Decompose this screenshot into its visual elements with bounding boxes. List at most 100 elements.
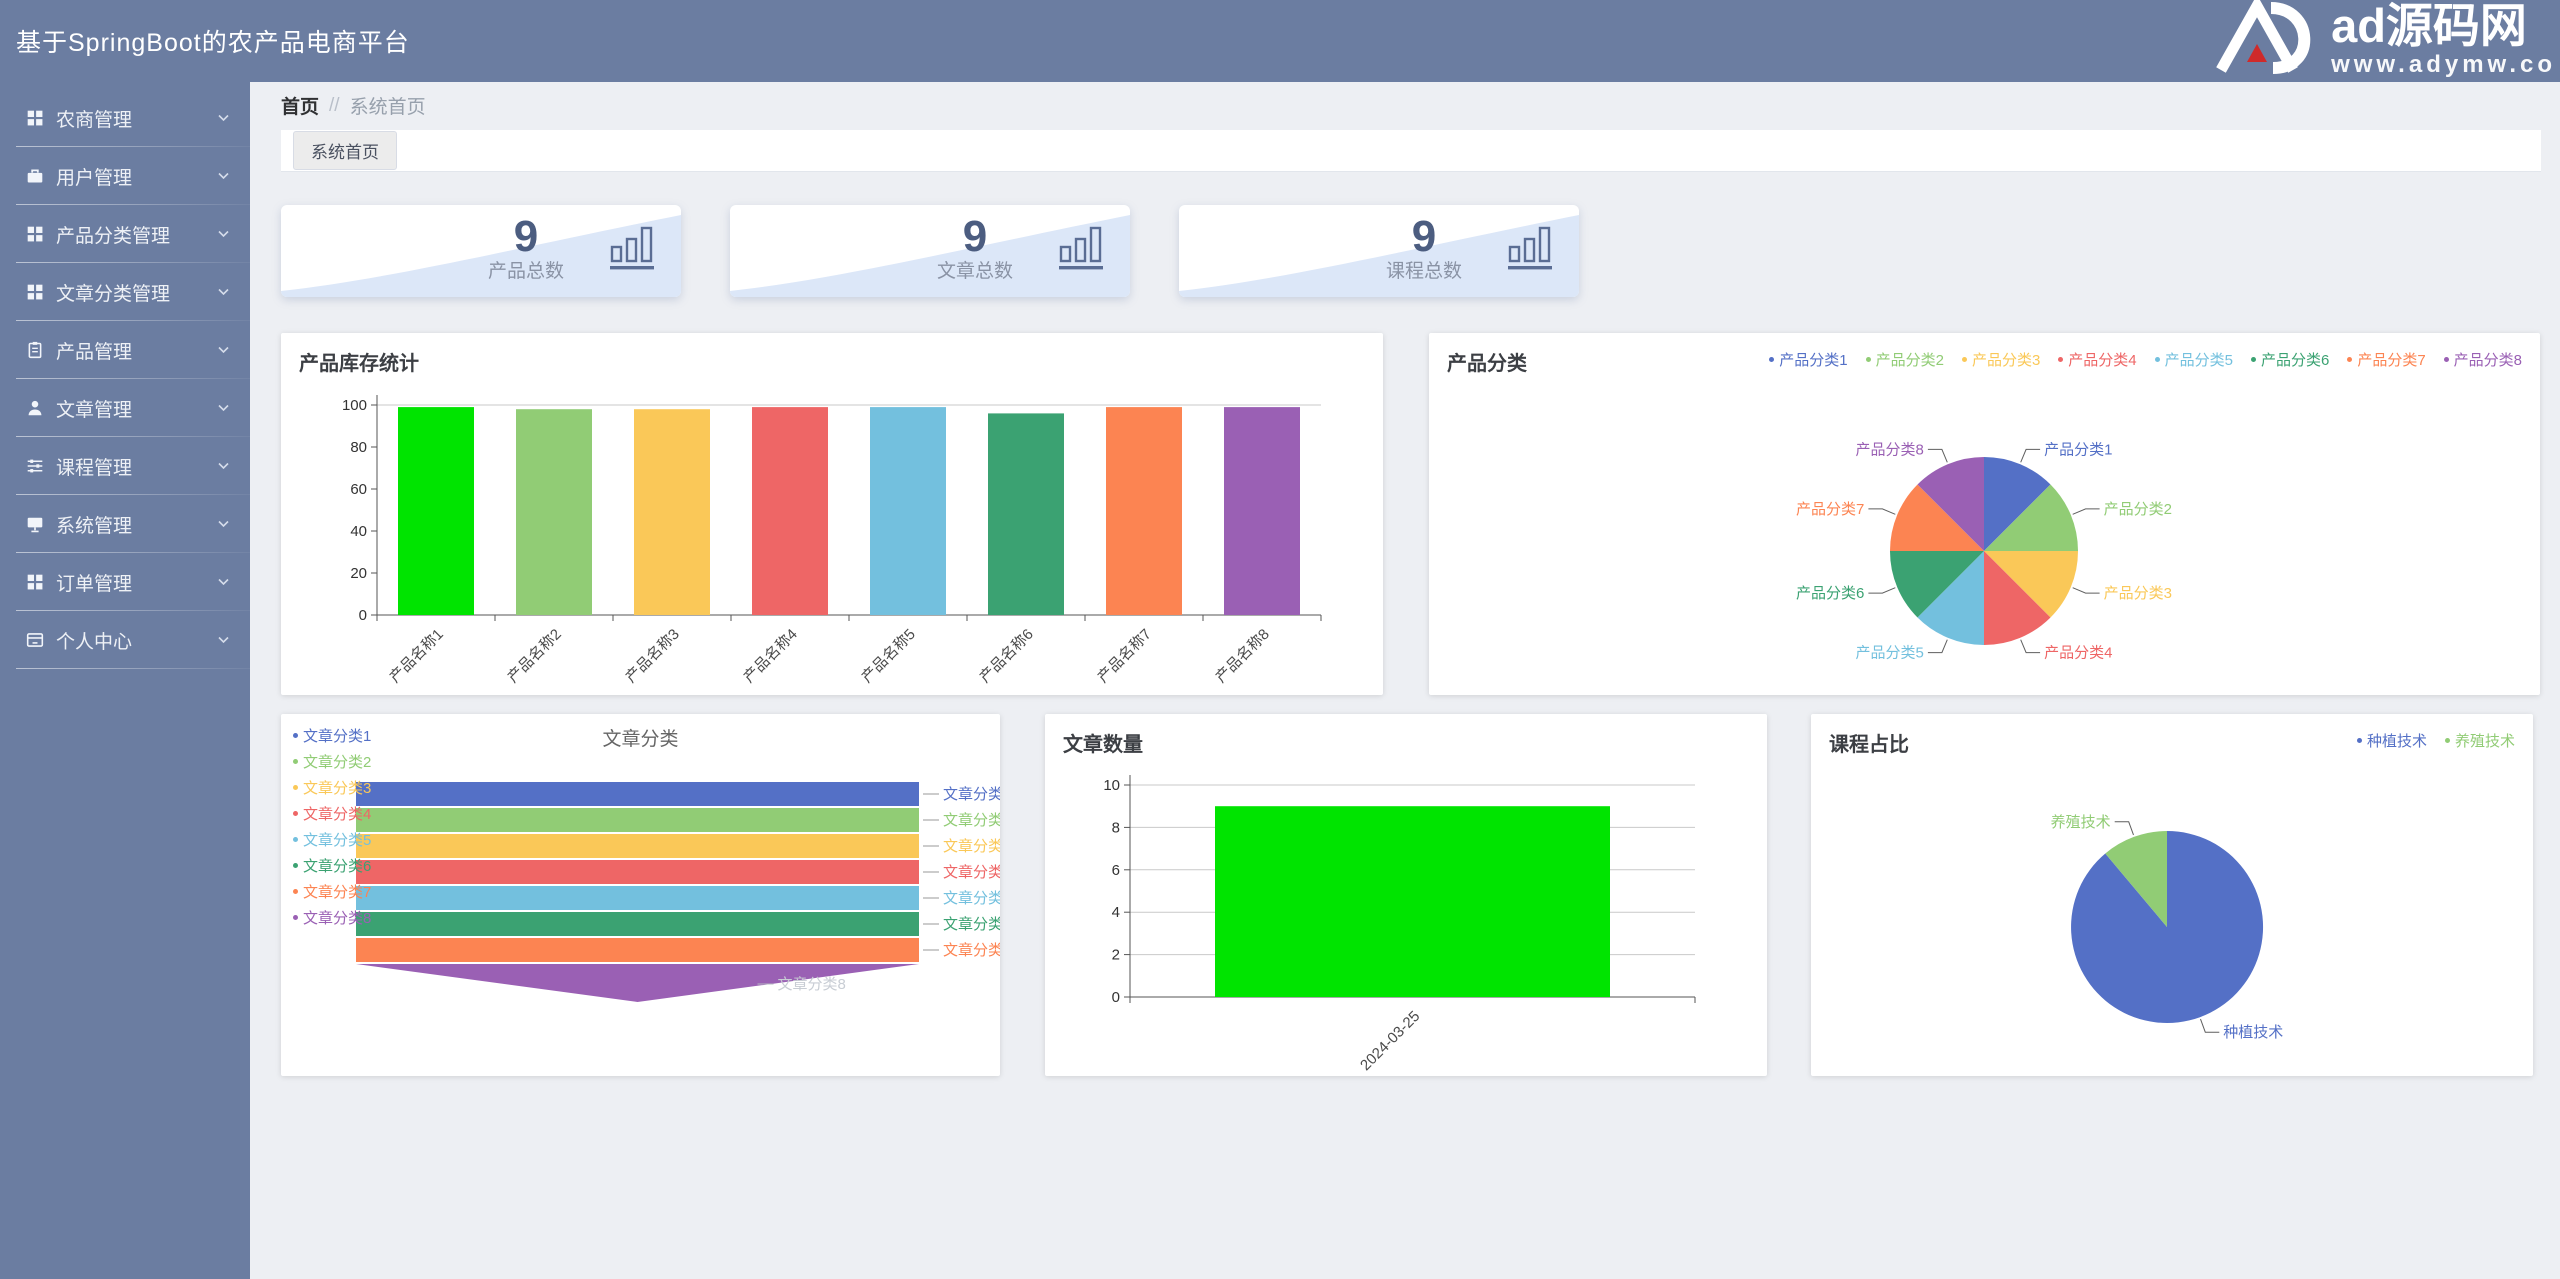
svg-text:产品分类1: 产品分类1 <box>2044 441 2112 458</box>
svg-text:产品名称5: 产品名称5 <box>858 626 918 686</box>
legend-label: 文章分类5 <box>303 831 372 849</box>
sidebar-item-个人中心[interactable]: 个人中心 <box>0 611 250 669</box>
legend-label: 文章分类4 <box>303 805 372 823</box>
legend-item-产品分类6[interactable]: 产品分类6 <box>2250 349 2329 370</box>
legend-item-文章分类6[interactable]: 文章分类6 <box>293 852 371 878</box>
legend-item-产品分类1[interactable]: 产品分类1 <box>1769 349 1848 370</box>
breadcrumb-home[interactable]: 首页 <box>281 97 320 118</box>
stat-label: 课程总数 <box>1385 261 1462 282</box>
sidebar-item-系统管理[interactable]: 系统管理 <box>0 495 250 553</box>
wave-decoration <box>281 205 681 297</box>
legend-label: 文章分类7 <box>303 883 372 901</box>
grid-icon <box>27 574 43 590</box>
article-category-funnel-chart[interactable]: 文章分类1 文章分类2 文章分类3 文章分类4 文章分类5 文章分类6 文章分类7 文章分类8 <box>281 714 1000 1076</box>
legend-item-文章分类4[interactable]: 文章分类4 <box>293 800 371 826</box>
legend-item-产品分类4[interactable]: 产品分类4 <box>2058 349 2137 370</box>
sidebar-item-农商管理[interactable]: 农商管理 <box>0 89 250 147</box>
sidebar-item-文章管理[interactable]: 文章管理 <box>0 379 250 437</box>
legend-item-文章分类1[interactable]: 文章分类1 <box>293 722 371 748</box>
sidebar-item-课程管理[interactable]: 课程管理 <box>0 437 250 495</box>
legend-label: 产品分类7 <box>2357 352 2426 369</box>
bar-chart-icon <box>610 226 654 269</box>
legend-item-文章分类2[interactable]: 文章分类2 <box>293 748 371 774</box>
article-count-chart-title: 文章数量 <box>1063 734 1143 756</box>
article-count-bar-chart[interactable]: 0 2 4 6 8 10 2024-03-25 <box>1045 714 1767 1076</box>
svg-text:文章分类5: 文章分类5 <box>943 889 1000 907</box>
sidebar-item-用户管理[interactable]: 用户管理 <box>0 147 250 205</box>
tab-bar: 系统首页 <box>281 130 2541 172</box>
chevron-down-icon <box>217 114 230 122</box>
legend-marker <box>2058 357 2064 362</box>
svg-text:产品名称7: 产品名称7 <box>1094 626 1154 686</box>
legend-item-产品分类8[interactable]: 产品分类8 <box>2443 349 2522 370</box>
sidebar-item-订单管理[interactable]: 订单管理 <box>0 553 250 611</box>
stat-label: 文章总数 <box>936 261 1013 282</box>
svg-text:文章分类1: 文章分类1 <box>943 785 1000 803</box>
svg-text:产品名称6: 产品名称6 <box>976 626 1036 686</box>
svg-text:80: 80 <box>350 439 367 456</box>
grid-icon <box>26 573 44 591</box>
legend-label: 种植技术 <box>2366 733 2427 750</box>
grid-icon <box>27 226 43 242</box>
tab-system-home[interactable]: 系统首页 <box>293 131 397 170</box>
legend-marker <box>1769 357 1775 362</box>
legend-marker <box>293 758 298 764</box>
idcard-icon <box>26 631 44 649</box>
sidebar-item-label: 产品管理 <box>56 341 133 363</box>
svg-text:2: 2 <box>1112 947 1120 964</box>
legend-label: 产品分类4 <box>2068 352 2137 369</box>
wave-decoration <box>1179 205 1579 297</box>
product-category-chart-card: 产品分类 产品分类1 产品分类2 产品分类3 产品分类4 产品分类5 产品分类6 产品分类7… <box>1429 333 2540 695</box>
chevron-down-icon <box>217 172 230 180</box>
svg-text:产品分类7: 产品分类7 <box>1796 501 1864 518</box>
course-ratio-pie-chart[interactable]: 种植技术 养殖技术 <box>1811 714 2533 1076</box>
legend-item-种植技术[interactable]: 种植技术 <box>2356 730 2427 751</box>
product-stock-chart-title: 产品库存统计 <box>299 353 419 375</box>
monitor-icon <box>27 517 43 533</box>
legend-item-产品分类2[interactable]: 产品分类2 <box>1865 349 1944 370</box>
legend-label: 产品分类1 <box>1779 352 1848 369</box>
stats-row: 9 产品总数 9 文章总数 9 课程总数 <box>281 205 1579 297</box>
chevron-down-icon <box>217 578 230 586</box>
legend-label: 产品分类2 <box>1875 352 1944 369</box>
article-category-chart-title: 文章分类 <box>602 729 679 750</box>
legend-item-产品分类7[interactable]: 产品分类7 <box>2347 349 2426 370</box>
sidebar-item-label: 农商管理 <box>56 109 133 131</box>
svg-text:产品分类3: 产品分类3 <box>2104 585 2172 602</box>
stat-card-产品总数: 9 产品总数 <box>281 205 681 297</box>
legend-marker <box>2443 357 2449 362</box>
svg-text:产品名称2: 产品名称2 <box>504 626 564 686</box>
legend-item-文章分类7[interactable]: 文章分类7 <box>293 878 371 904</box>
stat-label: 产品总数 <box>487 261 564 282</box>
product-category-pie-chart[interactable]: 产品分类1 产品分类2 产品分类3 产品分类4 产品分类5 产品分类6 产品分类7 产品分类8 <box>1429 333 2540 695</box>
idcard-icon <box>26 633 44 647</box>
legend-item-养殖技术[interactable]: 养殖技术 <box>2444 730 2515 751</box>
breadcrumb: 首页 // 系统首页 <box>281 92 426 119</box>
legend-item-产品分类3[interactable]: 产品分类3 <box>1961 349 2040 370</box>
chevron-down-icon <box>217 462 230 470</box>
legend-item-文章分类8[interactable]: 文章分类8 <box>293 904 371 930</box>
legend-marker <box>293 784 298 790</box>
sidebar-item-文章分类管理[interactable]: 文章分类管理 <box>0 263 250 321</box>
legend-marker <box>293 810 298 816</box>
legend-item-文章分类3[interactable]: 文章分类3 <box>293 774 371 800</box>
legend-label: 养殖技术 <box>2454 733 2515 750</box>
watermark-url: www.adymw.co <box>2331 51 2556 78</box>
app-title: 基于SpringBoot的农产品电商平台 <box>16 29 410 57</box>
product-stock-bar-chart[interactable]: 0 20 40 60 80 100 产品名称1 产品名称2 产品名称3 产品名称4 产品名称5 产品名… <box>281 333 1383 695</box>
legend-label: 产品分类8 <box>2453 352 2522 369</box>
legend-marker <box>293 888 298 894</box>
sidebar-item-产品管理[interactable]: 产品管理 <box>0 321 250 379</box>
svg-text:40: 40 <box>350 523 367 540</box>
svg-text:文章分类2: 文章分类2 <box>943 811 1000 829</box>
legend-item-文章分类5[interactable]: 文章分类5 <box>293 826 371 852</box>
stat-value: 9 <box>513 212 539 261</box>
legend-item-产品分类5[interactable]: 产品分类5 <box>2154 349 2233 370</box>
legend-marker <box>2154 357 2160 362</box>
grid-icon <box>26 225 44 243</box>
chevron-down-icon <box>217 288 230 296</box>
ad-logo-icon <box>2216 0 2311 74</box>
sidebar-item-label: 用户管理 <box>56 167 133 189</box>
sidebar-item-产品分类管理[interactable]: 产品分类管理 <box>0 205 250 263</box>
svg-text:文章分类3: 文章分类3 <box>943 837 1000 855</box>
